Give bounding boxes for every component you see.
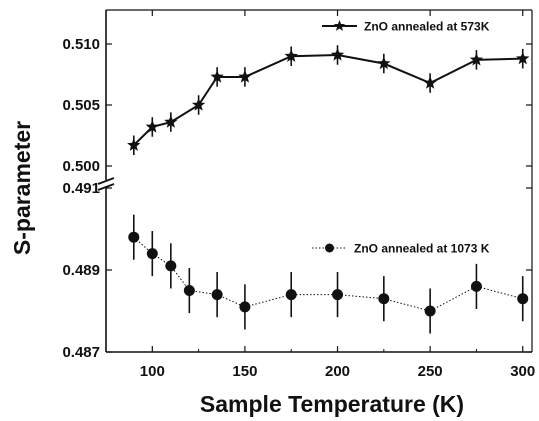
data-point-star (284, 49, 298, 62)
legend-label: ZnO annealed at 573K (364, 20, 490, 34)
series-lower-1073k (128, 214, 529, 334)
data-point-circle (285, 289, 297, 301)
data-point-circle (378, 293, 390, 305)
x-tick-label: 150 (232, 363, 257, 380)
x-axis-title: Sample Temperature (K) (200, 391, 464, 417)
data-point-circle (470, 280, 482, 292)
data-point-circle (332, 289, 344, 301)
data-point-circle (146, 248, 158, 260)
y-tick-label: 0.491 (62, 180, 100, 197)
x-tick-label: 200 (325, 363, 350, 380)
data-point-star (210, 69, 224, 83)
axes: 100 150 200 250 300 0.500 0.505 0.510 0.487 0.489… (62, 10, 535, 380)
y-tick-label: 0.487 (62, 344, 100, 361)
series-line (133, 53, 523, 146)
data-point-star (516, 51, 530, 65)
legend-marker-circle (325, 243, 334, 253)
legends: ZnO annealed at 573K ZnO annealed at 1073… (312, 20, 490, 256)
y-axis-title: S-parameter (9, 121, 35, 255)
series-upper-573k (127, 45, 530, 156)
data-point-star (164, 115, 178, 128)
x-tick-label: 100 (140, 363, 165, 380)
data-point-circle (424, 305, 436, 317)
axis-break-mark (97, 177, 115, 185)
data-point-star (423, 76, 437, 89)
data-point-circle (239, 301, 251, 313)
data-point-star (469, 52, 484, 66)
y-tick-label: 0.505 (62, 97, 100, 114)
axis-break-mark (97, 183, 115, 191)
data-point-circle (183, 285, 195, 296)
y-tick-label: 0.510 (62, 36, 100, 53)
x-tick-label: 300 (510, 363, 535, 380)
data-point-circle (165, 260, 177, 272)
x-tick-label: 250 (418, 363, 443, 380)
data-point-star (191, 98, 206, 111)
legend-marker-star (333, 20, 346, 31)
data-point-circle (517, 293, 529, 305)
plot-frame (97, 9, 533, 353)
y-tick-label: 0.489 (62, 262, 100, 279)
legend-label: ZnO annealed at 1073 K (354, 242, 490, 256)
data-point-star (377, 56, 391, 70)
data-point-circle (128, 231, 140, 243)
data-point-star (238, 69, 252, 83)
data-point-star (330, 47, 345, 61)
data-point-star (127, 138, 141, 151)
data-point-star (145, 119, 159, 133)
y-tick-label: 0.500 (62, 158, 100, 175)
data-point-circle (211, 289, 223, 301)
